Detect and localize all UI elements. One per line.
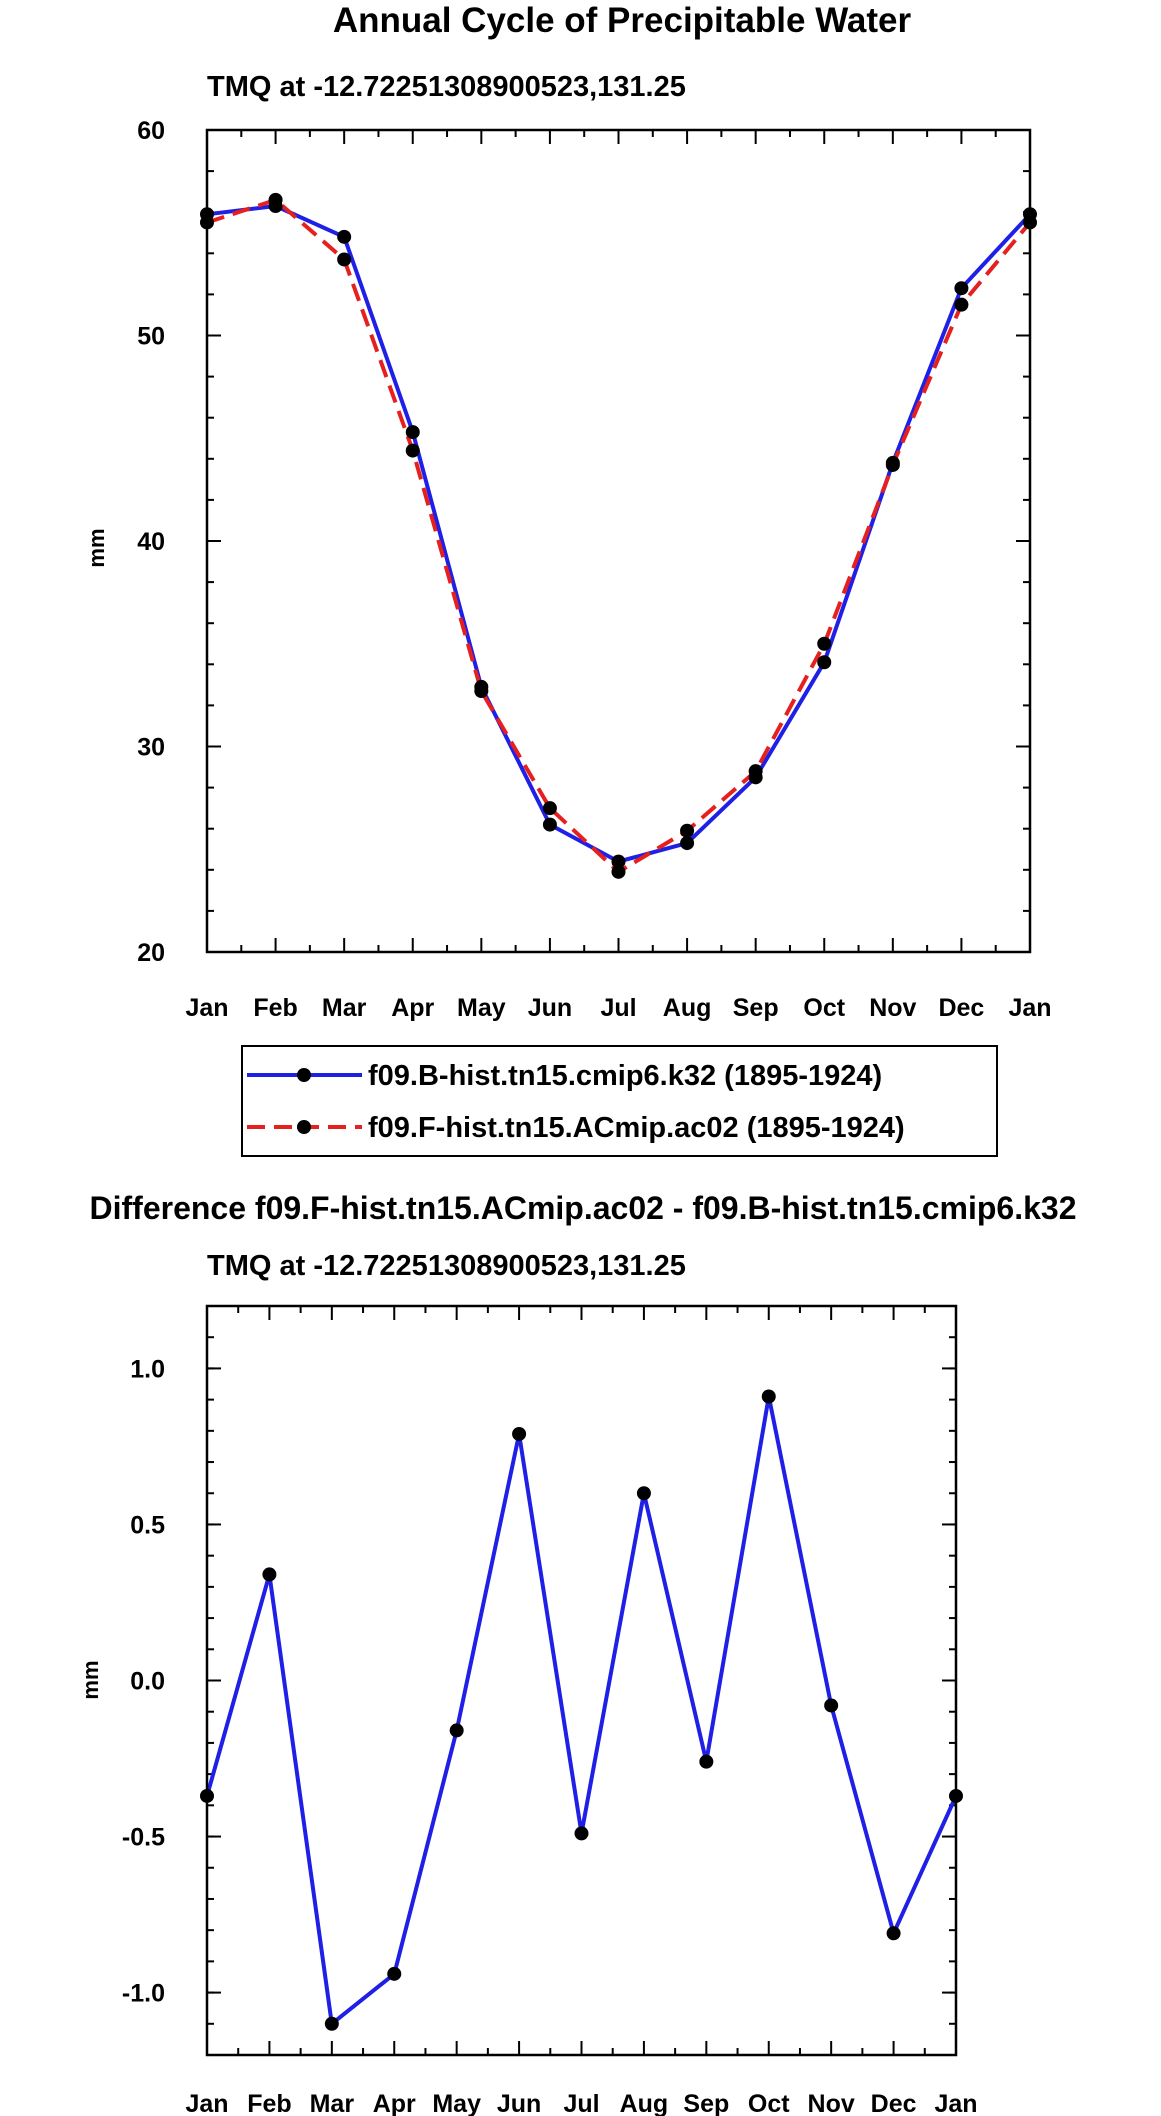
y-axis-label: mm (84, 528, 109, 567)
data-point-series-1 (761, 1389, 776, 1404)
data-point-series-2 (268, 192, 283, 207)
plot-frame (205, 1304, 958, 2057)
chart-subtitle: TMQ at -12.72251308900523,131.25 (207, 71, 686, 103)
y-tick-label: 0.0 (130, 1668, 165, 1696)
plot-frame (205, 128, 1032, 954)
data-point-series-2 (405, 443, 420, 458)
data-point-series-2 (611, 864, 626, 879)
y-tick-label: 1.0 (130, 1355, 165, 1383)
data-point-series-1 (824, 1698, 839, 1713)
data-point-series-1 (542, 817, 557, 832)
data-point-series-1 (337, 229, 352, 244)
series-lines (200, 192, 1037, 879)
tick-labels: Jan Feb Mar Apr May Jun Jul Aug Sep Oct Nov Dec Jan -… (122, 1355, 978, 2116)
y-tick-label: 60 (137, 117, 165, 145)
x-tick-label: Apr (373, 2090, 416, 2116)
x-tick-label: Sep (683, 2090, 729, 2116)
legend-label-series-2: f09.F-hist.tn15.ACmip.ac02 (1895-1924) (368, 1112, 905, 1144)
data-point-series-2 (474, 684, 489, 699)
x-tick-label: Apr (391, 994, 434, 1022)
y-tick-label: 40 (137, 528, 165, 556)
y-tick-label: -1.0 (122, 1980, 165, 2008)
data-point-series-1 (954, 281, 969, 296)
series-line-1 (205, 1394, 958, 2026)
x-tick-label: Jul (600, 994, 636, 1022)
data-point-series-2 (885, 457, 900, 472)
y-axis-label: mm (78, 1660, 103, 1699)
chart-subtitle: TMQ at -12.72251308900523,131.25 (207, 1250, 686, 1282)
x-tick-label: Feb (247, 2090, 291, 2116)
data-point-series-1 (324, 2016, 339, 2031)
data-point-series-1 (405, 425, 420, 440)
legend-box (241, 1045, 998, 1157)
series-lines (200, 1389, 963, 2031)
annual-cycle-chart: Annual Cycle of Precipitable Water TMQ a… (84, 1, 1052, 1022)
x-tick-label: Aug (663, 994, 712, 1022)
chart-title: Difference f09.F-hist.tn15.ACmip.ac02 - … (90, 1190, 1077, 1226)
data-point-series-1 (262, 1567, 277, 1582)
data-point-series-1 (449, 1723, 464, 1738)
x-tick-label: Oct (748, 2090, 790, 2116)
data-point-series-1 (886, 1926, 901, 1941)
data-point-series-2 (954, 297, 969, 312)
x-tick-label: Aug (620, 2090, 669, 2116)
data-point-series-1 (817, 655, 832, 670)
legend: f09.B-hist.tn15.cmip6.k32 (1895-1924) f0… (241, 1045, 998, 1157)
data-point-series-2 (337, 252, 352, 267)
legend-marker-series-2 (297, 1120, 311, 1134)
chart-title: Annual Cycle of Precipitable Water (333, 1, 912, 40)
x-tick-label: Jul (563, 2090, 599, 2116)
x-tick-label: May (457, 994, 506, 1022)
data-point-series-2 (680, 823, 695, 838)
x-tick-label: May (432, 2090, 481, 2116)
x-tick-label: Nov (869, 994, 916, 1022)
series-line-2 (206, 197, 1032, 874)
y-tick-label: 20 (137, 939, 165, 967)
x-tick-label: Mar (322, 994, 367, 1022)
data-point-series-1 (574, 1826, 589, 1841)
data-point-series-1 (636, 1486, 651, 1501)
data-point-series-1 (699, 1754, 714, 1769)
x-tick-label: Feb (253, 994, 297, 1022)
y-tick-label: 50 (137, 323, 165, 351)
series-line-1 (206, 204, 1032, 864)
x-tick-label: Jan (1008, 994, 1051, 1022)
data-point-series-2 (748, 764, 763, 779)
tick-marks (206, 129, 1031, 953)
data-point-series-1 (387, 1966, 402, 1981)
data-point-series-2 (817, 636, 832, 651)
x-tick-label: Nov (808, 2090, 855, 2116)
data-point-series-1 (611, 854, 626, 869)
x-tick-label: Jan (934, 2090, 977, 2116)
x-tick-label: Oct (803, 994, 845, 1022)
difference-chart: Difference f09.F-hist.tn15.ACmip.ac02 - … (78, 1190, 1076, 2116)
x-tick-label: Jan (185, 2090, 228, 2116)
x-tick-label: Jun (528, 994, 572, 1022)
data-point-series-1 (680, 836, 695, 851)
y-tick-label: 30 (137, 734, 165, 762)
data-point-series-1 (512, 1426, 527, 1441)
x-tick-label: Jun (497, 2090, 541, 2116)
y-tick-label: -0.5 (122, 1824, 165, 1852)
tick-labels: Jan Feb Mar Apr May Jun Jul Aug Sep Oct Nov Dec Jan 2… (137, 117, 1051, 1022)
x-tick-label: Jan (185, 994, 228, 1022)
legend-label-series-1: f09.B-hist.tn15.cmip6.k32 (1895-1924) (368, 1060, 882, 1092)
x-tick-label: Sep (733, 994, 779, 1022)
x-tick-label: Dec (871, 2090, 917, 2116)
data-point-series-2 (542, 801, 557, 816)
y-tick-label: 0.5 (130, 1511, 165, 1539)
x-tick-label: Dec (938, 994, 984, 1022)
legend-marker-series-1 (297, 1068, 311, 1082)
x-tick-label: Mar (310, 2090, 355, 2116)
